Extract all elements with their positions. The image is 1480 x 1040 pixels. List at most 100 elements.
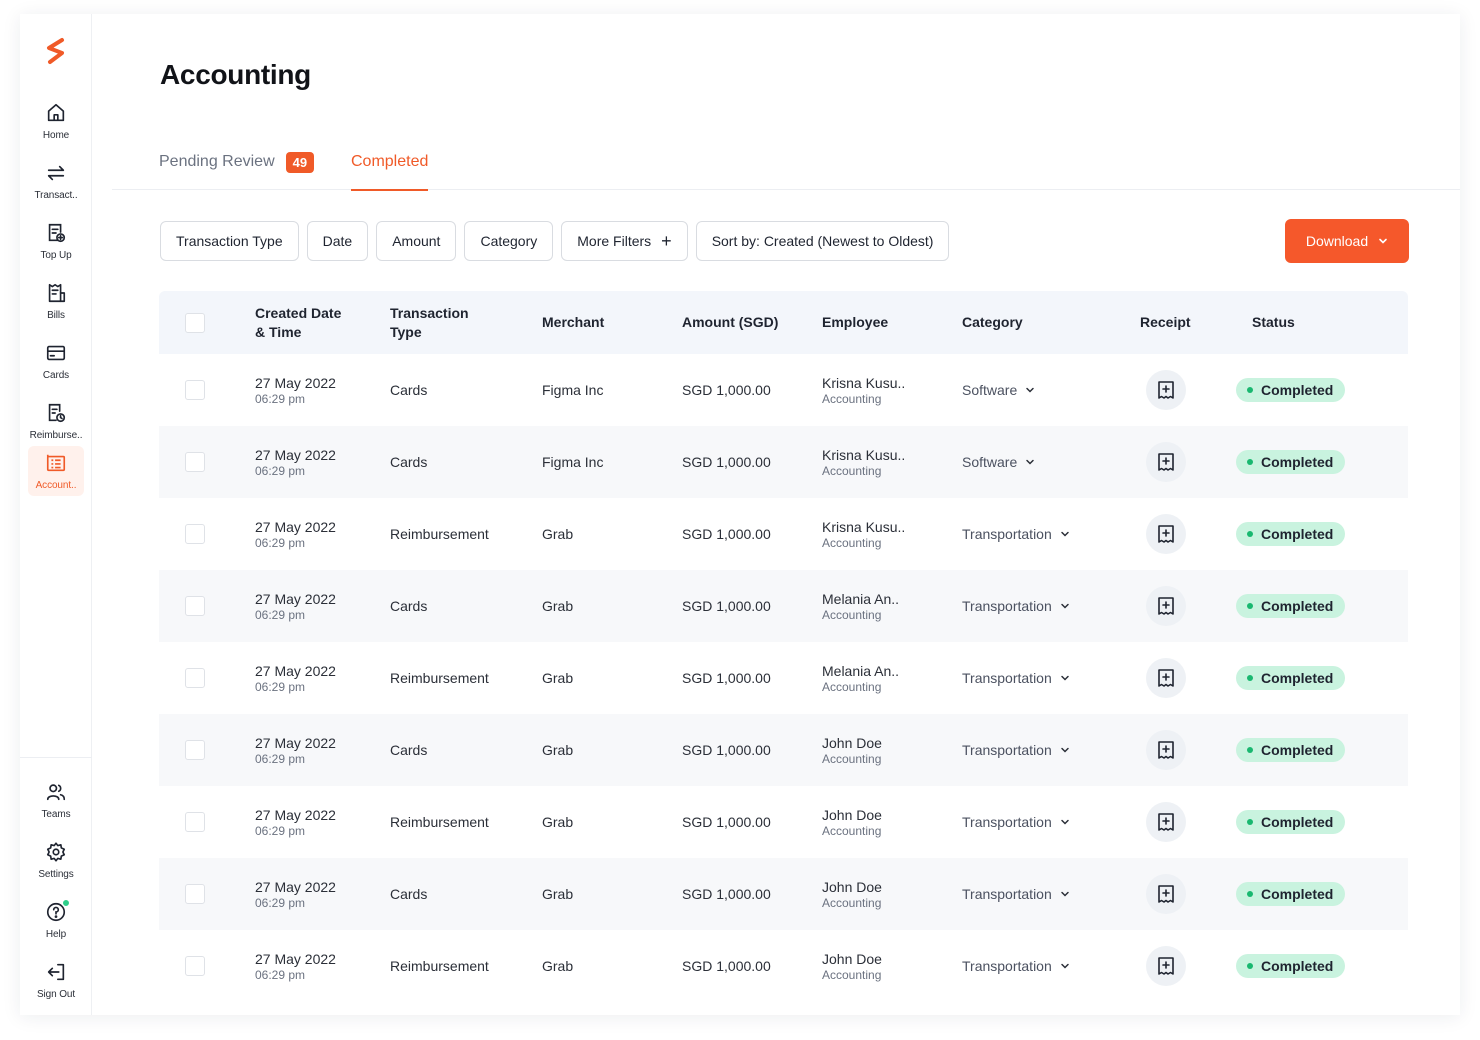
table-row[interactable]: 27 May 2022 06:29 pm Cards Figma Inc SGD… bbox=[159, 426, 1408, 498]
table-row[interactable]: 27 May 2022 06:29 pm Cards Grab SGD 1,00… bbox=[159, 858, 1408, 930]
type-cell: Cards bbox=[390, 886, 428, 902]
receipt-button[interactable] bbox=[1146, 370, 1186, 410]
row-checkbox[interactable] bbox=[185, 524, 205, 544]
status-cell: Completed bbox=[1236, 498, 1346, 570]
sidebar-item-settings[interactable]: Settings bbox=[28, 835, 84, 885]
receipt-button[interactable] bbox=[1146, 658, 1186, 698]
category-value: Transportation bbox=[962, 958, 1052, 974]
status-cell: Completed bbox=[1236, 426, 1346, 498]
time-value: 06:29 pm bbox=[255, 895, 306, 910]
category-dropdown[interactable]: Transportation bbox=[962, 858, 1070, 930]
transaction-type-filter[interactable]: Transaction Type bbox=[160, 221, 299, 261]
sidebar-item-help[interactable]: Help bbox=[28, 895, 84, 945]
category-dropdown[interactable]: Transportation bbox=[962, 714, 1070, 786]
sidebar-item-transactions[interactable]: Transact.. bbox=[28, 156, 84, 206]
header-label: Type bbox=[390, 323, 422, 340]
row-checkbox[interactable] bbox=[185, 812, 205, 832]
date-filter[interactable]: Date bbox=[306, 221, 369, 261]
row-checkbox[interactable] bbox=[185, 740, 205, 760]
sign-out-icon bbox=[47, 963, 65, 981]
sidebar-item-accounting[interactable]: Account.. bbox=[28, 446, 84, 496]
sort-dropdown[interactable]: Sort by: Created (Newest to Oldest) bbox=[695, 221, 950, 261]
table-row[interactable]: 27 May 2022 06:29 pm Reimbursement Grab … bbox=[159, 642, 1408, 714]
category-dropdown[interactable]: Transportation bbox=[962, 642, 1070, 714]
category-filter[interactable]: Category bbox=[464, 221, 554, 261]
time-value: 06:29 pm bbox=[255, 463, 306, 478]
employee-cell: John Doe Accounting bbox=[822, 786, 882, 858]
status-dot bbox=[1247, 819, 1253, 825]
receipt-button[interactable] bbox=[1146, 874, 1186, 914]
sidebar-item-label: Teams bbox=[41, 809, 71, 820]
receipt-cell bbox=[1146, 426, 1186, 498]
category-dropdown[interactable]: Transportation bbox=[962, 930, 1070, 1002]
table-row[interactable]: 27 May 2022 06:29 pm Cards Grab SGD 1,00… bbox=[159, 714, 1408, 786]
category-dropdown[interactable]: Transportation bbox=[962, 570, 1070, 642]
category-dropdown[interactable]: Transportation bbox=[962, 498, 1070, 570]
receipt-button[interactable] bbox=[1146, 802, 1186, 842]
date-value: 27 May 2022 bbox=[255, 950, 336, 967]
date-value: 27 May 2022 bbox=[255, 806, 336, 823]
row-checkbox[interactable] bbox=[185, 596, 205, 616]
employee-name: Krisna Kusu.. bbox=[822, 446, 906, 463]
sidebar-item-reimbursements[interactable]: Reimburse.. bbox=[28, 396, 84, 446]
category-dropdown[interactable]: Software bbox=[962, 354, 1035, 426]
row-checkbox[interactable] bbox=[185, 668, 205, 688]
receipt-button[interactable] bbox=[1146, 946, 1186, 986]
table-row[interactable]: 27 May 2022 06:29 pm Cards Figma Inc SGD… bbox=[159, 354, 1408, 426]
download-button[interactable]: Download bbox=[1285, 219, 1409, 263]
tab-completed[interactable]: Completed bbox=[351, 134, 429, 191]
row-checkbox[interactable] bbox=[185, 452, 205, 472]
type-cell: Reimbursement bbox=[390, 670, 489, 686]
plus-icon: + bbox=[661, 231, 672, 251]
date-value: 27 May 2022 bbox=[255, 734, 336, 751]
category-dropdown[interactable]: Software bbox=[962, 426, 1035, 498]
row-checkbox-cell bbox=[185, 858, 205, 930]
header-transaction-type: Transaction Type bbox=[390, 291, 469, 354]
row-checkbox-cell bbox=[185, 570, 205, 642]
employee-cell: John Doe Accounting bbox=[822, 858, 882, 930]
row-checkbox[interactable] bbox=[185, 380, 205, 400]
employee-cell: Krisna Kusu.. Accounting bbox=[822, 426, 905, 498]
table-row[interactable]: 27 May 2022 06:29 pm Cards Grab SGD 1,00… bbox=[159, 570, 1408, 642]
sidebar-item-label: Bills bbox=[47, 310, 65, 321]
table-row[interactable]: 27 May 2022 06:29 pm Reimbursement Grab … bbox=[159, 930, 1408, 1002]
chevron-down-icon bbox=[1026, 387, 1034, 393]
time-value: 06:29 pm bbox=[255, 535, 306, 550]
receipt-button[interactable] bbox=[1146, 442, 1186, 482]
chevron-down-icon bbox=[1061, 531, 1069, 537]
receipt-button[interactable] bbox=[1146, 514, 1186, 554]
type-cell: Cards bbox=[390, 598, 428, 614]
amount-filter[interactable]: Amount bbox=[376, 221, 457, 261]
category-dropdown[interactable]: Transportation bbox=[962, 786, 1070, 858]
row-checkbox-cell bbox=[185, 786, 205, 858]
table-row[interactable]: 27 May 2022 06:29 pm Reimbursement Grab … bbox=[159, 498, 1408, 570]
time-value: 06:29 pm bbox=[255, 751, 306, 766]
more-filters-button[interactable]: More Filters + bbox=[561, 221, 688, 261]
employee-department: Accounting bbox=[822, 823, 882, 838]
type-cell: Cards bbox=[390, 742, 428, 758]
chevron-down-icon bbox=[1061, 603, 1069, 609]
category-value: Software bbox=[962, 454, 1018, 470]
sidebar-item-bills[interactable]: Bills bbox=[28, 276, 84, 326]
receipt-cell bbox=[1146, 498, 1186, 570]
receipt-cell bbox=[1146, 354, 1186, 426]
table-row[interactable]: 27 May 2022 06:29 pm Reimbursement Grab … bbox=[159, 786, 1408, 858]
status-dot bbox=[1247, 531, 1253, 537]
row-checkbox[interactable] bbox=[185, 956, 205, 976]
receipt-button[interactable] bbox=[1146, 730, 1186, 770]
date-value: 27 May 2022 bbox=[255, 374, 336, 391]
sidebar-item-home[interactable]: Home bbox=[28, 96, 84, 146]
logo-icon bbox=[47, 38, 64, 64]
sidebar-item-cards[interactable]: Cards bbox=[28, 336, 84, 386]
row-checkbox[interactable] bbox=[185, 884, 205, 904]
sidebar-item-sign-out[interactable]: Sign Out bbox=[28, 955, 84, 1005]
time-value: 06:29 pm bbox=[255, 823, 306, 838]
select-all-checkbox[interactable] bbox=[185, 312, 205, 333]
receipt-button[interactable] bbox=[1146, 586, 1186, 626]
sidebar-item-teams[interactable]: Teams bbox=[28, 775, 84, 825]
sidebar-item-top-up[interactable]: Top Up bbox=[28, 216, 84, 266]
receipt-add-icon bbox=[1158, 957, 1174, 975]
merchant-cell: Figma Inc bbox=[542, 454, 604, 470]
status-dot bbox=[1247, 891, 1253, 897]
tab-pending-review[interactable]: Pending Review 49 bbox=[159, 134, 315, 190]
